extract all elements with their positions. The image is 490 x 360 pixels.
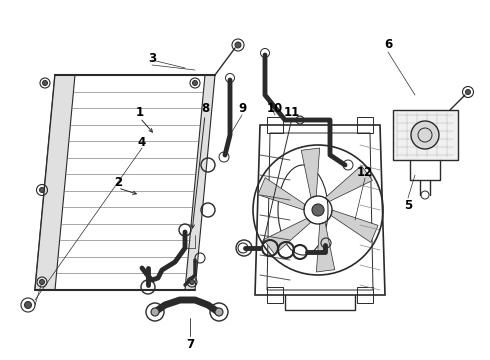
Polygon shape (258, 177, 305, 210)
Text: 3: 3 (148, 51, 156, 64)
Text: 7: 7 (186, 338, 194, 351)
Circle shape (190, 279, 195, 284)
Polygon shape (264, 219, 311, 255)
Circle shape (193, 81, 197, 86)
Circle shape (312, 204, 324, 216)
Polygon shape (317, 222, 335, 272)
Circle shape (151, 308, 159, 316)
Text: 5: 5 (404, 198, 412, 212)
Bar (357, 117, 373, 133)
Text: 8: 8 (201, 102, 209, 114)
Circle shape (40, 279, 45, 284)
Polygon shape (325, 166, 372, 202)
Text: 10: 10 (267, 102, 283, 114)
Circle shape (43, 81, 48, 86)
Bar (357, 287, 373, 303)
Text: 11: 11 (284, 105, 300, 118)
Polygon shape (301, 148, 319, 198)
Circle shape (24, 302, 31, 309)
Text: 6: 6 (384, 37, 392, 50)
Circle shape (215, 308, 223, 316)
Polygon shape (331, 210, 378, 242)
Circle shape (411, 121, 439, 149)
FancyBboxPatch shape (393, 110, 458, 160)
Text: 2: 2 (114, 176, 122, 189)
Circle shape (40, 188, 45, 193)
Bar (267, 287, 283, 303)
Polygon shape (185, 75, 215, 290)
Bar (267, 117, 283, 133)
Text: 4: 4 (138, 135, 146, 149)
Polygon shape (35, 75, 75, 290)
Circle shape (235, 42, 241, 48)
Circle shape (466, 90, 470, 95)
Text: 9: 9 (238, 102, 246, 114)
Text: 1: 1 (136, 105, 144, 118)
Text: 12: 12 (357, 166, 373, 179)
